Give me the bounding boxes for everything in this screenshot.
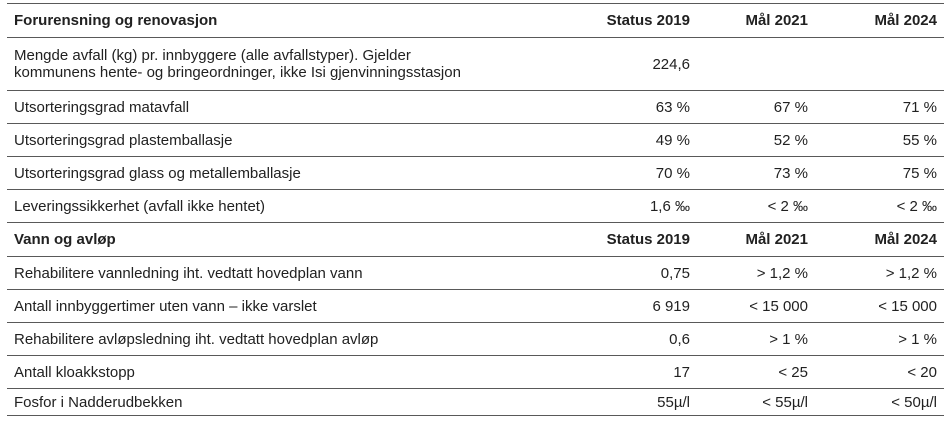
mal-2024-value: 55 % — [815, 123, 944, 157]
mal-2021-value: 73 % — [697, 156, 815, 190]
row-label: Fosfor i Nadderudbekken — [7, 388, 497, 416]
table-row: Utsorteringsgrad plastemballasje 49 % 52… — [7, 123, 944, 157]
mal-2021-value: 67 % — [697, 90, 815, 124]
mal-2024-value: < 15 000 — [815, 289, 944, 323]
column-header-status-2019: Status 2019 — [497, 222, 697, 257]
mal-2021-value: > 1,2 % — [697, 256, 815, 290]
mal-2024-value: 71 % — [815, 90, 944, 124]
row-label: Rehabilitere avløpsledning iht. vedtatt … — [7, 322, 497, 356]
table-row: Fosfor i Nadderudbekken 55µ/l < 55µ/l < … — [7, 388, 944, 416]
table-row: Utsorteringsgrad glass og metallemballas… — [7, 156, 944, 190]
status-2019-value: 70 % — [497, 156, 697, 190]
section-header-forurensning: Forurensning og renovasjon Status 2019 M… — [7, 3, 944, 38]
column-header-mal-2021: Mål 2021 — [697, 222, 815, 257]
table-row: Rehabilitere vannledning iht. vedtatt ho… — [7, 256, 944, 290]
table-row: Mengde avfall (kg) pr. innbyggere (alle … — [7, 37, 944, 91]
table-row: Utsorteringsgrad matavfall 63 % 67 % 71 … — [7, 90, 944, 124]
section-title: Forurensning og renovasjon — [7, 3, 497, 38]
table-row: Antall innbyggertimer uten vann – ikke v… — [7, 289, 944, 323]
mal-2021-value: > 1 % — [697, 322, 815, 356]
mal-2021-value: < 25 — [697, 355, 815, 389]
status-2019-value: 224,6 — [497, 37, 697, 91]
mal-2021-value: < 2 ‰ — [697, 189, 815, 223]
mal-2021-value — [697, 37, 815, 91]
row-label: Rehabilitere vannledning iht. vedtatt ho… — [7, 256, 497, 290]
mal-2021-value: < 15 000 — [697, 289, 815, 323]
row-label: Antall kloakkstopp — [7, 355, 497, 389]
status-2019-value: 63 % — [497, 90, 697, 124]
column-header-mal-2024: Mål 2024 — [815, 3, 944, 38]
row-label: Mengde avfall (kg) pr. innbyggere (alle … — [7, 37, 497, 91]
status-2019-value: 0,6 — [497, 322, 697, 356]
section-header-vann-og-avlop: Vann og avløp Status 2019 Mål 2021 Mål 2… — [7, 222, 944, 257]
table-row: Leveringssikkerhet (avfall ikke hentet) … — [7, 189, 944, 223]
mal-2021-value: < 55µ/l — [697, 388, 815, 416]
status-2019-value: 6 919 — [497, 289, 697, 323]
row-label: Leveringssikkerhet (avfall ikke hentet) — [7, 189, 497, 223]
mal-2024-value: > 1,2 % — [815, 256, 944, 290]
mal-2024-value: < 20 — [815, 355, 944, 389]
document-page: Forurensning og renovasjon Status 2019 M… — [7, 3, 944, 416]
mal-2021-value: 52 % — [697, 123, 815, 157]
column-header-mal-2024: Mål 2024 — [815, 222, 944, 257]
status-2019-value: 49 % — [497, 123, 697, 157]
table-row: Antall kloakkstopp 17 < 25 < 20 — [7, 355, 944, 389]
row-label: Antall innbyggertimer uten vann – ikke v… — [7, 289, 497, 323]
mal-2024-value: < 50µ/l — [815, 388, 944, 416]
status-2019-value: 55µ/l — [497, 388, 697, 416]
kpi-table: Forurensning og renovasjon Status 2019 M… — [7, 3, 944, 416]
row-label: Utsorteringsgrad plastemballasje — [7, 123, 497, 157]
table-row: Rehabilitere avløpsledning iht. vedtatt … — [7, 322, 944, 356]
status-2019-value: 1,6 ‰ — [497, 189, 697, 223]
row-label: Utsorteringsgrad glass og metallemballas… — [7, 156, 497, 190]
mal-2024-value — [815, 37, 944, 91]
section-title: Vann og avløp — [7, 222, 497, 257]
status-2019-value: 17 — [497, 355, 697, 389]
column-header-mal-2021: Mål 2021 — [697, 3, 815, 38]
column-header-status-2019: Status 2019 — [497, 3, 697, 38]
mal-2024-value: > 1 % — [815, 322, 944, 356]
mal-2024-value: 75 % — [815, 156, 944, 190]
row-label: Utsorteringsgrad matavfall — [7, 90, 497, 124]
status-2019-value: 0,75 — [497, 256, 697, 290]
mal-2024-value: < 2 ‰ — [815, 189, 944, 223]
